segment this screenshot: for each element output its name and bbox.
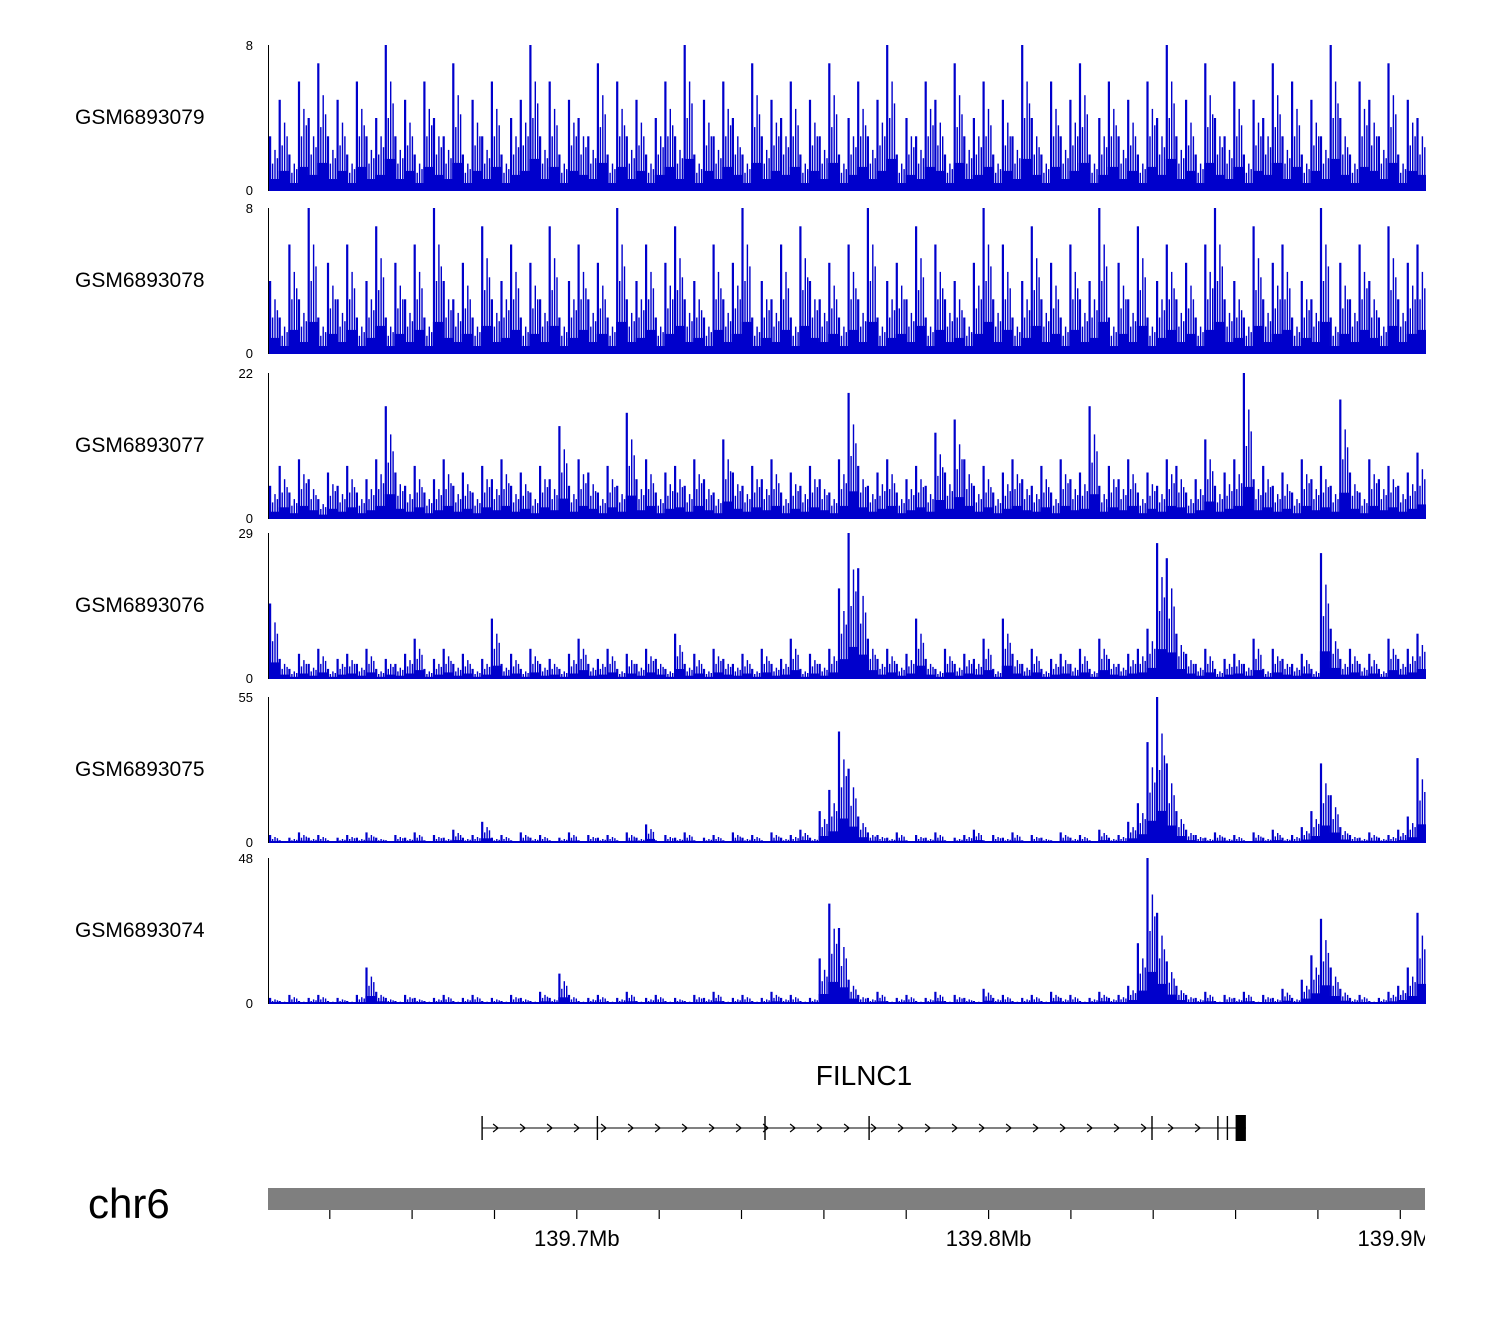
- y-axis-max-label: 55: [238, 690, 253, 705]
- genomic-axis-svg: 139.7Mb 139.8Mb 139.9Mb: [268, 1188, 1443, 1251]
- genomic-axis: 139.7Mb 139.8Mb 139.9Mb: [268, 1188, 1443, 1268]
- svg-text:139.9Mb: 139.9Mb: [1357, 1226, 1425, 1251]
- coverage-track-GSM6893078: GSM6893078 8 0: [0, 201, 1500, 361]
- svg-text:139.7Mb: 139.7Mb: [534, 1226, 620, 1251]
- gene-model-diagram: [268, 1104, 1425, 1154]
- y-axis-zero-label: 0: [245, 346, 253, 361]
- coverage-track-GSM6893077: GSM6893077 22 0: [0, 366, 1500, 526]
- svg-text:139.8Mb: 139.8Mb: [946, 1226, 1032, 1251]
- y-axis-max-label: 22: [238, 366, 253, 381]
- track-label: GSM6893078: [75, 269, 205, 292]
- y-axis-zero-label: 0: [245, 671, 253, 686]
- coverage-plot: [268, 858, 1426, 1004]
- y-axis-zero-label: 0: [245, 183, 253, 198]
- y-axis-max-label: 8: [245, 38, 253, 53]
- coverage-track-GSM6893075: GSM6893075 55 0: [0, 690, 1500, 850]
- track-label: GSM6893077: [75, 434, 205, 457]
- coverage-plot: [268, 533, 1426, 679]
- track-label: GSM6893076: [75, 594, 205, 617]
- track-label: GSM6893074: [75, 919, 205, 942]
- y-axis-zero-label: 0: [245, 835, 253, 850]
- coverage-plot: [268, 208, 1426, 354]
- chromosome-label: chr6: [88, 1180, 170, 1227]
- gene-model-svg: [481, 1115, 1246, 1141]
- y-axis-zero-label: 0: [245, 511, 253, 526]
- y-axis-max-label: 8: [245, 201, 253, 216]
- coverage-plot: [268, 45, 1426, 191]
- y-axis-zero-label: 0: [245, 996, 253, 1011]
- y-axis-max-label: 29: [238, 526, 253, 541]
- track-label: GSM6893079: [75, 106, 205, 129]
- y-axis-max-label: 48: [238, 851, 253, 866]
- coverage-track-GSM6893076: GSM6893076 29 0: [0, 526, 1500, 686]
- coverage-plot: [268, 697, 1426, 843]
- track-label: GSM6893075: [75, 758, 205, 781]
- coverage-track-GSM6893079: GSM6893079 8 0: [0, 38, 1500, 198]
- gene-name-label: FILNC1: [815, 1060, 913, 1091]
- coverage-plot: [268, 373, 1426, 519]
- coverage-track-GSM6893074: GSM6893074 48 0: [0, 851, 1500, 1011]
